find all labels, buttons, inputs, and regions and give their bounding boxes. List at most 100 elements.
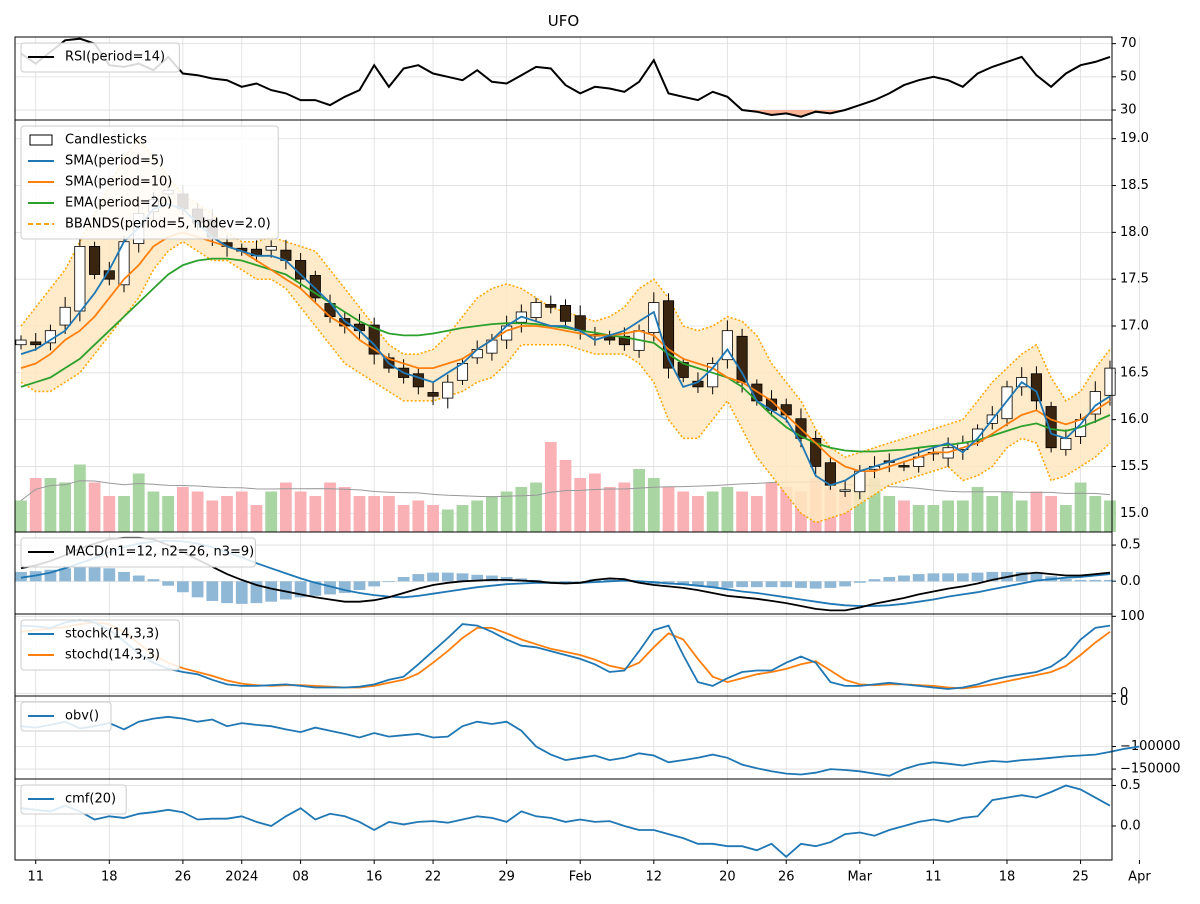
- macd-histogram-bar: [73, 566, 86, 582]
- volume-bar: [1001, 491, 1013, 532]
- macd-histogram-bar: [706, 581, 719, 588]
- macd-histogram-bar: [603, 578, 616, 582]
- volume-bar: [147, 491, 160, 532]
- volume-bar: [441, 509, 454, 532]
- macd-histogram-bar: [912, 574, 925, 582]
- volume-bar: [397, 505, 410, 532]
- macd-histogram-bar: [898, 575, 910, 582]
- macd-histogram-bar: [795, 581, 807, 588]
- volume-bar: [456, 505, 469, 532]
- macd-histogram-bar: [780, 581, 793, 588]
- macd-histogram-bar: [942, 573, 955, 582]
- rsi-line: [20, 37, 1111, 118]
- price-legend-swatch: [29, 134, 53, 146]
- macd-histogram-bar: [44, 569, 57, 582]
- candle-body: [427, 392, 439, 397]
- candle-body: [265, 246, 277, 251]
- volume-bar: [118, 496, 130, 532]
- cmf-ytick-label: 0.5: [1120, 778, 1141, 793]
- macd-histogram-bar: [103, 568, 116, 582]
- macd-histogram-bar: [1074, 579, 1087, 582]
- ema20-line: [20, 257, 1111, 453]
- stoch-legend-label: stochd(14,3,3): [65, 648, 160, 663]
- x-tick-label: 25: [1072, 870, 1089, 885]
- macd-histogram-bar: [544, 581, 557, 582]
- price-ytick-label: 19.0: [1120, 131, 1149, 146]
- x-tick-label: 12: [646, 870, 663, 885]
- volume-bar: [868, 478, 881, 532]
- cmf-ytick-label: 0.0: [1120, 818, 1141, 833]
- sma5-line: [20, 203, 1111, 487]
- volume-bar: [221, 496, 233, 532]
- volume-bar: [780, 487, 793, 532]
- candle-body: [59, 306, 71, 326]
- macd-histogram-bar: [677, 581, 690, 585]
- volume-bar: [368, 496, 381, 532]
- volume-bar: [898, 500, 910, 532]
- x-tick-label: Apr: [1128, 870, 1151, 885]
- volume-bar: [986, 496, 999, 532]
- macd-histogram-bar: [721, 581, 734, 588]
- macd-histogram-bar: [927, 573, 940, 582]
- rsi-ytick-label: 70: [1120, 36, 1137, 51]
- stoch-ytick-label: 0: [1120, 686, 1128, 701]
- macd-histogram-bar: [338, 581, 351, 593]
- macd-histogram-bar: [692, 581, 704, 586]
- macd-histogram-bar: [88, 566, 101, 582]
- volume-bar: [309, 496, 322, 532]
- stoch-legend-label: stochk(14,3,3): [65, 627, 159, 642]
- x-tick-label: 18: [999, 870, 1016, 885]
- obv-legend-box: [20, 701, 112, 732]
- stoch-legend-box: [20, 619, 180, 671]
- macd-histogram-bar: [265, 581, 278, 602]
- price-ytick-label: 15.5: [1120, 459, 1149, 474]
- obv-line: [20, 715, 1140, 777]
- volume-bar: [15, 500, 27, 532]
- volume-bar: [692, 496, 704, 532]
- macd-histogram-bar: [471, 574, 484, 582]
- rsi-legend-label: RSI(period=14): [65, 50, 165, 65]
- candle-body: [530, 302, 542, 318]
- x-tick-label: 26: [778, 870, 795, 885]
- macd-histogram-bar: [383, 581, 395, 583]
- volume-bar: [956, 500, 969, 532]
- volume-bar: [44, 478, 57, 532]
- candle-body: [1104, 367, 1116, 396]
- volume-bar: [280, 482, 292, 532]
- chart-title: UFO: [547, 12, 580, 30]
- macd-histogram-bar: [809, 581, 822, 589]
- candle-body: [412, 373, 424, 388]
- stochk-line: [20, 619, 1111, 690]
- rsi-legend-box: [20, 42, 180, 73]
- candle-body: [736, 335, 748, 383]
- volume-bar: [515, 487, 528, 532]
- volume-bar: [927, 505, 940, 532]
- price-ytick-label: 16.0: [1120, 412, 1149, 427]
- x-tick-label: 11: [925, 870, 942, 885]
- macd-histogram-bar: [1104, 579, 1116, 582]
- price-ytick-label: 15.0: [1120, 506, 1149, 521]
- candle-body: [89, 246, 101, 275]
- volume-bar: [88, 482, 101, 532]
- macd-histogram-bar: [235, 581, 248, 604]
- x-tick-label: 18: [101, 870, 118, 885]
- macd-histogram-bar: [839, 581, 851, 587]
- macd-histogram-bar: [750, 581, 763, 588]
- cmf-line: [20, 784, 1111, 858]
- macd-legend-label: MACD(n1=12, n2=26, n3=9): [65, 545, 254, 560]
- x-tick-label: 2024: [225, 870, 258, 885]
- macd-histogram-bar: [15, 571, 27, 582]
- volume-bar: [853, 482, 866, 532]
- volume-bar: [471, 500, 484, 532]
- macd-histogram-bar: [324, 581, 336, 595]
- volume-bar: [530, 482, 542, 532]
- candle-body: [295, 260, 307, 280]
- obv-ytick-label: −100000: [1120, 739, 1181, 754]
- price-legend-label: Candlesticks: [65, 133, 147, 148]
- macd-histogram-bar: [412, 574, 425, 582]
- rsi-ytick-label: 30: [1120, 103, 1137, 118]
- volume-bar: [383, 496, 395, 532]
- macd-histogram-bar: [559, 581, 572, 583]
- volume-bar: [883, 496, 896, 532]
- volume-bar: [574, 478, 587, 532]
